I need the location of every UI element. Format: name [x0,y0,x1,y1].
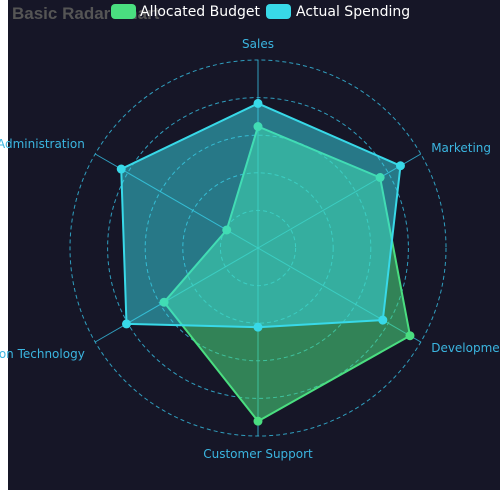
chart-legend: Allocated Budget Actual Spending [111,4,410,20]
chart-title: Basic Radar Chart [12,4,160,23]
series-area[interactable] [120,102,402,329]
data-point[interactable] [253,416,263,426]
radar-axis-labels: Sales Marketing Development Customer Suppor… [0,37,500,461]
axis-label: Administration [0,137,85,151]
data-point[interactable] [253,98,263,108]
data-point[interactable] [395,161,405,171]
axis-label: Development [431,341,500,355]
legend-item-spending[interactable]: Actual Spending [266,4,410,20]
radar-series [116,98,415,426]
data-point[interactable] [378,315,388,325]
data-point[interactable] [121,319,131,329]
legend-label-spending: Actual Spending [296,4,410,20]
data-point[interactable] [116,164,126,174]
legend-item-budget[interactable]: Allocated Budget [111,4,261,20]
data-point[interactable] [253,322,263,332]
axis-label: Sales [242,37,274,51]
axis-label: Customer Support [203,447,313,461]
data-point[interactable] [405,331,415,341]
axis-label: Information Technology [0,347,85,361]
legend-swatch-budget [111,4,136,19]
legend-swatch-spending [266,4,291,19]
legend-label-budget: Allocated Budget [140,4,261,20]
axis-label: Marketing [431,141,491,155]
